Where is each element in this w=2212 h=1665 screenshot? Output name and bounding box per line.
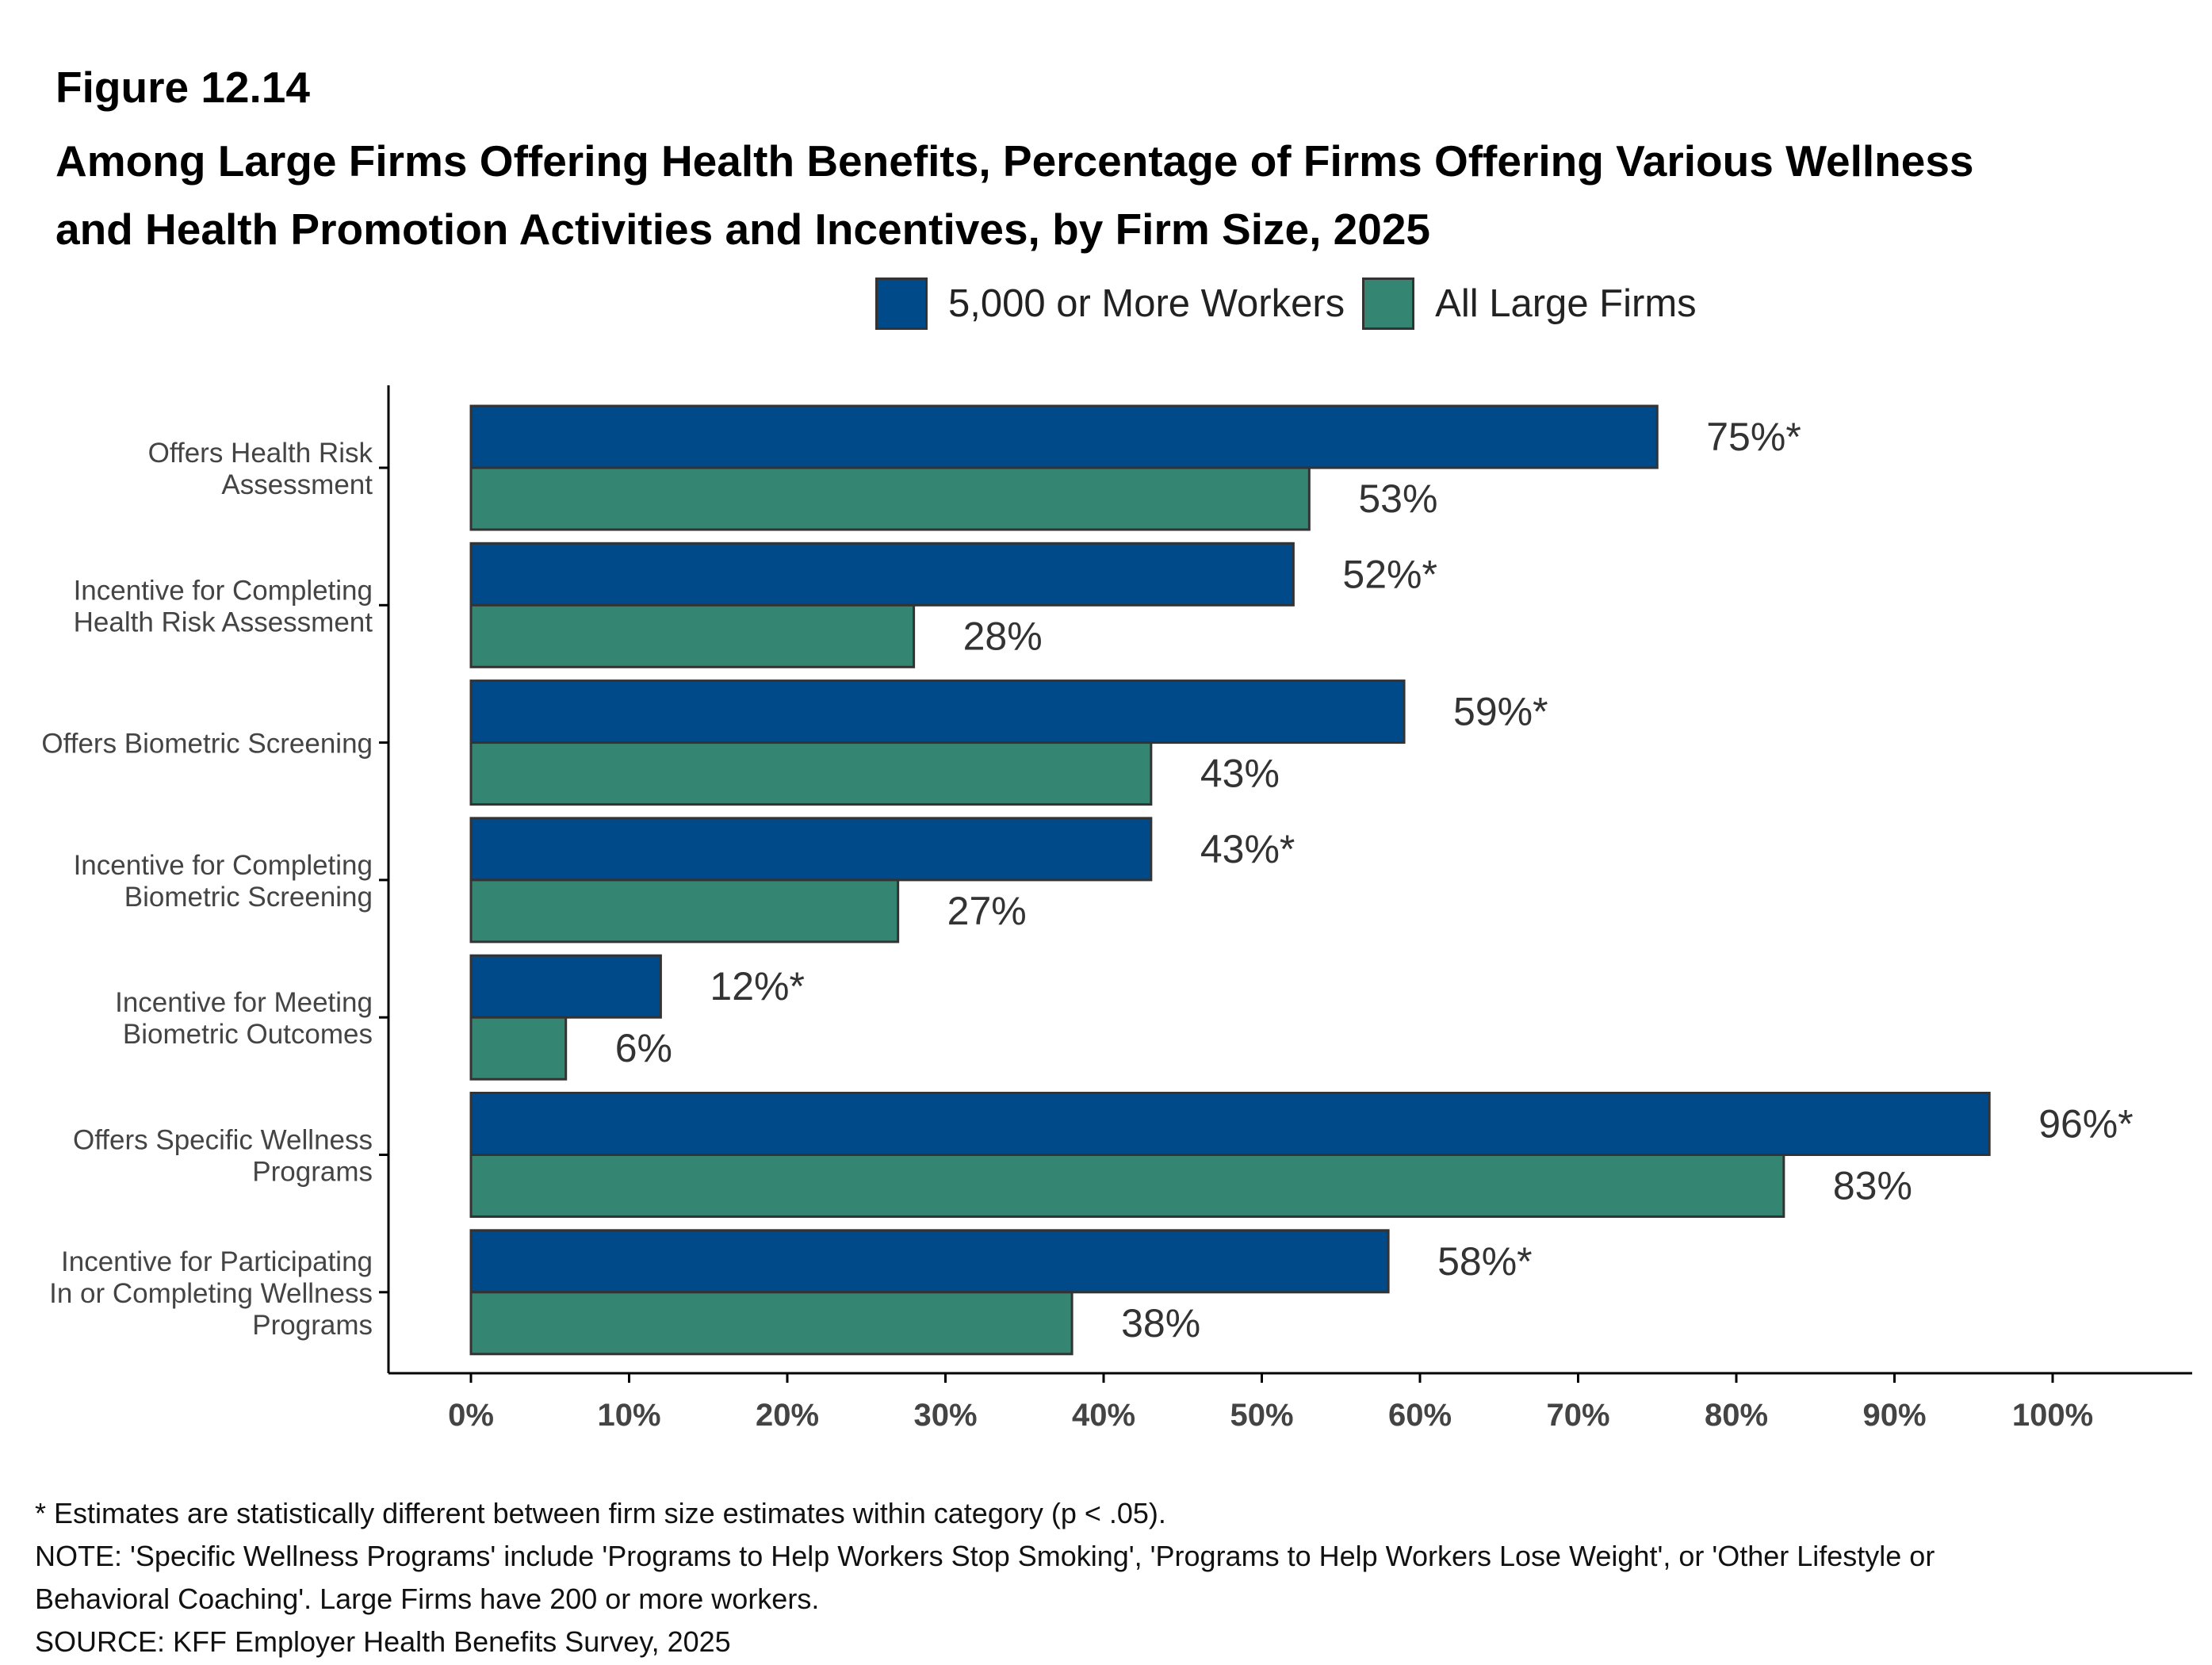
footnote-source: SOURCE: KFF Employer Health Benefits Sur… — [35, 1625, 731, 1658]
footnote-significance: * Estimates are statistically different … — [35, 1497, 1166, 1529]
legend-swatch-series-1 — [875, 278, 928, 330]
chart-title: Among Large Firms Offering Health Benefi… — [55, 127, 2180, 263]
category-label: Incentive for Meeting — [115, 987, 373, 1018]
bar-series-1 — [469, 954, 662, 1019]
footnotes: * Estimates are statistically different … — [35, 1492, 2176, 1663]
category-label: Offers Biometric Screening — [41, 729, 373, 760]
chart-title-line-2: and Health Promotion Activities and Ince… — [55, 205, 1431, 254]
data-label: 43% — [1200, 752, 1280, 796]
bar-series-2 — [469, 878, 900, 944]
figure-label: Figure 12.14 — [55, 63, 310, 112]
x-tick-label: 30% — [913, 1398, 977, 1433]
category-label: Health Risk Assessment — [74, 607, 373, 637]
x-tick-label: 20% — [756, 1398, 819, 1433]
data-label: 6% — [615, 1026, 672, 1070]
data-label: 58%* — [1437, 1239, 1533, 1284]
data-label: 75%* — [1706, 415, 1801, 459]
category-label: Offers Specific Wellness — [73, 1125, 373, 1156]
bar-series-2 — [469, 1154, 1785, 1218]
data-label: 27% — [947, 889, 1027, 933]
bar-chart: 0% 10% 20% 30% 40% 50% 60% 70% 80% 90% 100% Offers … — [41, 385, 2192, 1433]
category-label: Incentive for Completing — [74, 850, 373, 881]
x-tick-label: 70% — [1546, 1398, 1609, 1433]
bar-series-1 — [469, 1092, 1991, 1156]
data-label: 43%* — [1200, 827, 1295, 871]
legend: 5,000 or More Workers All Large Firms — [875, 276, 1714, 331]
bar-series-1 — [469, 817, 1153, 882]
x-tick-label: 60% — [1388, 1398, 1452, 1433]
bar-series-2 — [469, 466, 1311, 531]
bar-series-1 — [469, 679, 1406, 744]
data-label: 38% — [1121, 1301, 1200, 1345]
bar-series-1 — [469, 1229, 1390, 1294]
category-label: In or Completing Wellness — [49, 1278, 373, 1309]
data-label: 96%* — [2038, 1102, 2134, 1146]
bar-series-2 — [469, 741, 1153, 806]
x-tick-label: 10% — [597, 1398, 660, 1433]
x-tick-label: 40% — [1072, 1398, 1135, 1433]
data-label: 83% — [1833, 1164, 1912, 1208]
category-label: Incentive for Completing — [74, 575, 373, 606]
bar-series-1 — [469, 404, 1659, 469]
data-label: 52%* — [1342, 552, 1437, 596]
x-tick-label: 100% — [2012, 1398, 2093, 1433]
legend-label-series-2: All Large Firms — [1435, 282, 1697, 325]
x-tick-label: 80% — [1705, 1398, 1768, 1433]
category-label: Biometric Screening — [124, 882, 373, 913]
category-label: Incentive for Participating — [61, 1246, 373, 1277]
x-tick-label: 50% — [1230, 1398, 1293, 1433]
data-label: 53% — [1358, 477, 1437, 521]
category-label: Assessment — [221, 469, 373, 500]
category-label: Biometric Outcomes — [123, 1019, 373, 1050]
legend-item-series-1: 5,000 or More Workers — [875, 278, 1345, 330]
bar-series-1 — [469, 542, 1295, 607]
x-tick-label: 0% — [448, 1398, 494, 1433]
data-label: 28% — [963, 614, 1043, 658]
legend-label-series-1: 5,000 or More Workers — [948, 282, 1345, 325]
category-label: Offers Health Risk — [148, 438, 373, 469]
legend-swatch-series-2 — [1362, 278, 1415, 330]
data-label: 12%* — [710, 964, 805, 1009]
category-label: Programs — [252, 1157, 373, 1188]
bar-series-2 — [469, 603, 916, 668]
data-label: 59%* — [1453, 690, 1548, 734]
bar-series-2 — [469, 1291, 1073, 1356]
footnote-note-line-2: Behavioral Coaching'. Large Firms have 2… — [35, 1583, 820, 1615]
legend-item-series-2: All Large Firms — [1362, 278, 1697, 330]
chart-title-line-1: Among Large Firms Offering Health Benefi… — [55, 136, 1974, 186]
bar-series-2 — [469, 1016, 568, 1081]
x-tick-label: 90% — [1862, 1398, 1926, 1433]
footnote-note-line-1: NOTE: 'Specific Wellness Programs' inclu… — [35, 1540, 1935, 1572]
category-label: Programs — [252, 1310, 373, 1341]
